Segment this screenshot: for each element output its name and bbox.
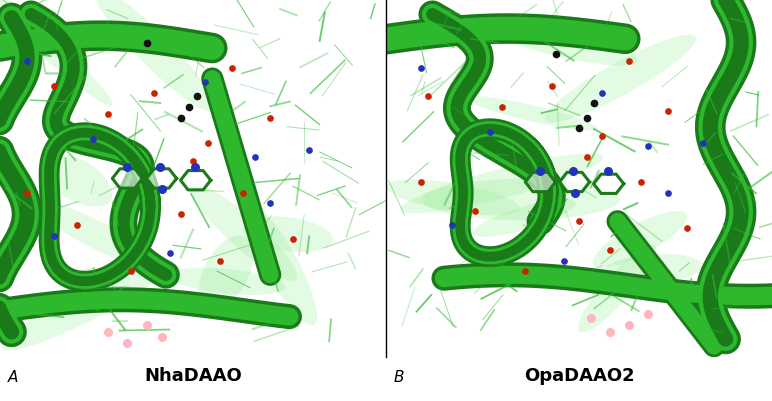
Polygon shape [594, 174, 624, 193]
Ellipse shape [602, 254, 703, 284]
Ellipse shape [422, 179, 620, 220]
Polygon shape [147, 169, 177, 188]
Ellipse shape [243, 217, 333, 252]
Text: NhaDAAO: NhaDAAO [144, 367, 242, 385]
Polygon shape [560, 172, 590, 192]
Ellipse shape [199, 235, 253, 310]
Text: OpaDAAO2: OpaDAAO2 [523, 367, 635, 385]
Ellipse shape [30, 199, 161, 270]
Text: B: B [394, 370, 405, 385]
Ellipse shape [387, 179, 520, 215]
Ellipse shape [593, 211, 687, 268]
Ellipse shape [401, 153, 603, 213]
Ellipse shape [170, 268, 286, 295]
Ellipse shape [545, 34, 696, 123]
Ellipse shape [473, 199, 576, 237]
Ellipse shape [40, 153, 113, 207]
Polygon shape [525, 172, 555, 192]
Ellipse shape [2, 259, 172, 350]
Text: A: A [8, 370, 18, 385]
Ellipse shape [465, 96, 597, 130]
Polygon shape [113, 169, 142, 188]
Ellipse shape [245, 203, 317, 325]
Ellipse shape [189, 184, 297, 281]
Ellipse shape [473, 17, 637, 66]
Ellipse shape [0, 0, 113, 106]
Polygon shape [181, 170, 211, 190]
Ellipse shape [94, 0, 215, 111]
Ellipse shape [578, 244, 656, 332]
